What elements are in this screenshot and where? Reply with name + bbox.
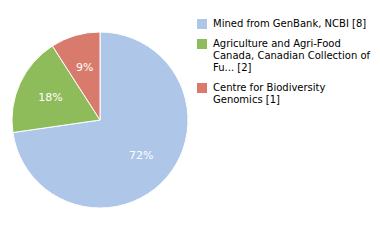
- html-text:Agriculture and Agri-Food: Agriculture and Agri-Food: [213, 38, 341, 49]
- html-text:Genomics [1]: Genomics [1]: [213, 94, 280, 105]
- html-text:Mined from GenBank, NCBI [8]: Mined from GenBank, NCBI [8]: [213, 18, 367, 29]
- svg-text:72%: 72%: [129, 149, 153, 162]
- html-text:Fu... [2]: Fu... [2]: [213, 62, 252, 73]
- html-text:Canada, Canadian Collection of: Canada, Canadian Collection of: [213, 50, 370, 61]
- svg-text:9%: 9%: [76, 61, 93, 74]
- svg-text:18%: 18%: [38, 91, 62, 104]
- html-text:Centre for Biodiversity: Centre for Biodiversity: [213, 82, 326, 93]
